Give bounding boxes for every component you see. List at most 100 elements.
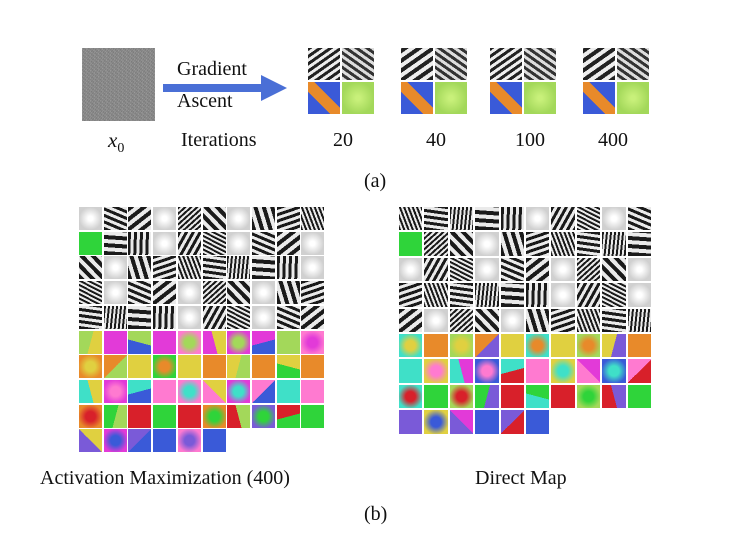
filter-tile <box>103 256 127 280</box>
filter-tile <box>399 232 423 256</box>
filter-tile <box>202 231 226 255</box>
iteration-filter-tile <box>308 48 340 80</box>
filter-tile <box>424 257 448 282</box>
filter-tile <box>475 207 499 231</box>
filter-tile <box>449 410 474 434</box>
filter-tile <box>79 207 102 230</box>
iteration-filter-tile <box>583 82 615 114</box>
filter-tile <box>227 379 251 403</box>
iteration-filter-tile <box>524 48 556 80</box>
filter-tile <box>602 207 626 231</box>
filter-tile <box>103 305 127 329</box>
ascent-label: Ascent <box>177 90 233 112</box>
filter-tile <box>79 231 102 255</box>
filter-tile <box>103 355 127 379</box>
iteration-filter-tile <box>401 48 433 80</box>
filter-tile <box>424 359 448 383</box>
filter-tile <box>79 281 102 305</box>
filter-tile <box>526 334 550 358</box>
filter-tile <box>399 207 423 231</box>
filter-tile <box>202 305 226 329</box>
filter-tile <box>128 330 152 354</box>
filter-tile <box>475 283 499 307</box>
filter-tile <box>602 232 626 256</box>
iteration-filter-tile <box>435 82 467 114</box>
filter-tile <box>576 207 601 231</box>
caption-right: Direct Map <box>475 467 567 489</box>
filter-tile <box>202 207 226 230</box>
filter-tile <box>424 232 448 256</box>
iteration-filter-tile <box>617 82 649 114</box>
filter-tile <box>202 429 226 453</box>
x-symbol: x <box>108 128 118 152</box>
filter-tile <box>301 355 325 379</box>
filter-tile <box>227 256 251 280</box>
x0-label: x0 <box>108 128 124 157</box>
filter-tile <box>276 305 300 329</box>
filter-tile <box>449 283 474 307</box>
filter-tile <box>128 281 152 305</box>
filter-tile <box>103 429 127 453</box>
filter-tile <box>602 334 626 358</box>
filter-tile <box>227 281 251 305</box>
filter-tile <box>79 379 102 403</box>
filter-tile <box>251 231 275 255</box>
iterations-label: Iterations <box>181 129 257 151</box>
filter-tile <box>128 429 152 453</box>
filter-tile <box>627 308 651 332</box>
caption-b: (b) <box>364 503 388 525</box>
filter-tile <box>449 257 474 282</box>
filter-tile <box>399 359 423 383</box>
filter-tile <box>576 334 601 358</box>
filter-tile <box>128 355 152 379</box>
filter-tile <box>475 334 499 358</box>
filter-tile <box>79 256 102 280</box>
filter-tile <box>128 207 152 230</box>
filter-tile <box>276 379 300 403</box>
filter-tile <box>576 308 601 332</box>
filter-tile <box>526 384 550 409</box>
filter-tile <box>526 207 550 231</box>
filter-tile <box>301 379 325 403</box>
filter-tile <box>153 305 177 329</box>
filter-tile <box>500 283 524 307</box>
filter-tile <box>551 384 575 409</box>
filter-tile <box>301 330 325 354</box>
filter-tile <box>153 281 177 305</box>
filter-tile <box>602 308 626 332</box>
filter-tile <box>202 379 226 403</box>
filter-tile <box>399 334 423 358</box>
filter-tile <box>424 384 448 409</box>
filter-tile <box>301 305 325 329</box>
filter-tile <box>79 305 102 329</box>
filter-tile <box>602 384 626 409</box>
iteration-filter-tile <box>490 48 522 80</box>
filter-tile <box>500 384 524 409</box>
filter-tile <box>399 257 423 282</box>
filter-tile <box>276 281 300 305</box>
filter-tile <box>103 231 127 255</box>
filter-tile <box>475 308 499 332</box>
iteration-filter-tile <box>583 48 615 80</box>
filter-tile <box>500 257 524 282</box>
filter-tile <box>551 232 575 256</box>
filter-tile <box>449 359 474 383</box>
filter-tile <box>500 308 524 332</box>
filter-tile <box>551 283 575 307</box>
filter-tile <box>627 359 651 383</box>
filter-tile <box>177 256 201 280</box>
filter-tile <box>153 379 177 403</box>
filter-tile <box>103 281 127 305</box>
filter-tile <box>551 359 575 383</box>
filter-tile <box>551 257 575 282</box>
filter-tile <box>177 429 201 453</box>
filter-tile <box>227 330 251 354</box>
filter-tile <box>276 207 300 230</box>
filter-tile <box>227 355 251 379</box>
filter-tile <box>500 334 524 358</box>
filter-tile <box>627 334 651 358</box>
filter-tile <box>627 232 651 256</box>
filter-tile <box>399 384 423 409</box>
arrow-icon <box>163 75 287 101</box>
filter-tile <box>177 379 201 403</box>
